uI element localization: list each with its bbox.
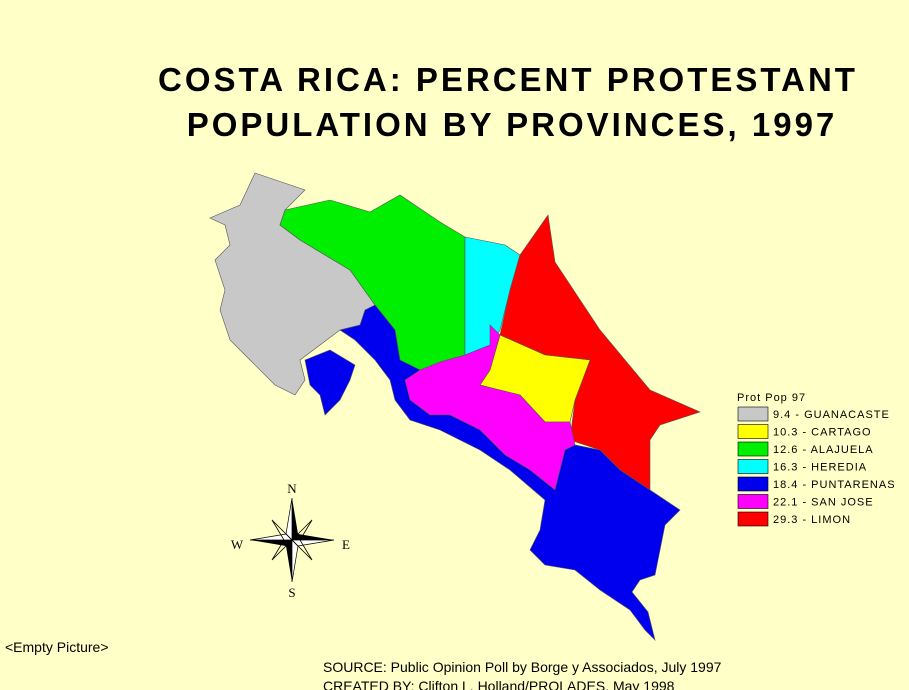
legend-swatch xyxy=(737,424,769,439)
created-by: CREATED BY: Clifton L. Holland/PROLADES,… xyxy=(323,678,675,690)
legend-swatch xyxy=(737,511,769,527)
province-puntarenas xyxy=(339,304,681,641)
compass-diagonals xyxy=(271,519,313,561)
legend-swatch xyxy=(737,476,769,492)
title-line: POPULATION BY PROVINCES, 1997 xyxy=(187,106,838,143)
empty-picture: <Empty Picture> xyxy=(5,639,109,655)
legend-label: 16.3 - HEREDIA xyxy=(773,462,867,474)
legend-swatch xyxy=(737,459,769,474)
province-puntarenas-nicoya xyxy=(304,349,356,416)
legend-swatch xyxy=(737,494,769,509)
legend-swatch xyxy=(737,406,769,422)
legend-label: 29.3 - LIMON xyxy=(773,514,851,526)
source: SOURCE: Public Opinion Poll by Borge y A… xyxy=(323,659,722,675)
legend-label: 12.6 - ALAJUELA xyxy=(773,444,874,456)
provinces xyxy=(209,172,701,641)
compass-e: E xyxy=(342,537,350,552)
legend: Prot Pop 97 9.4 - GUANACASTE 10.3 - CARTA… xyxy=(737,392,896,527)
compass-ray xyxy=(286,540,292,582)
legend-swatch xyxy=(737,441,769,457)
title-line: COSTA RICA: PERCENT PROTESTANT xyxy=(158,61,858,98)
legend-label: 10.3 - CARTAGO xyxy=(773,427,872,439)
legend-label: 9.4 - GUANACASTE xyxy=(773,409,890,421)
legend-title: Prot Pop 97 xyxy=(737,392,806,404)
compass-n: N xyxy=(287,481,297,496)
legend-label: 22.1 - SAN JOSE xyxy=(773,497,874,509)
legend-label: 18.4 - PUNTARENAS xyxy=(773,479,896,491)
compass-w: W xyxy=(231,537,244,552)
compass: N E S W xyxy=(231,481,350,600)
compass-s: S xyxy=(288,585,295,600)
compass-ray xyxy=(292,498,298,540)
